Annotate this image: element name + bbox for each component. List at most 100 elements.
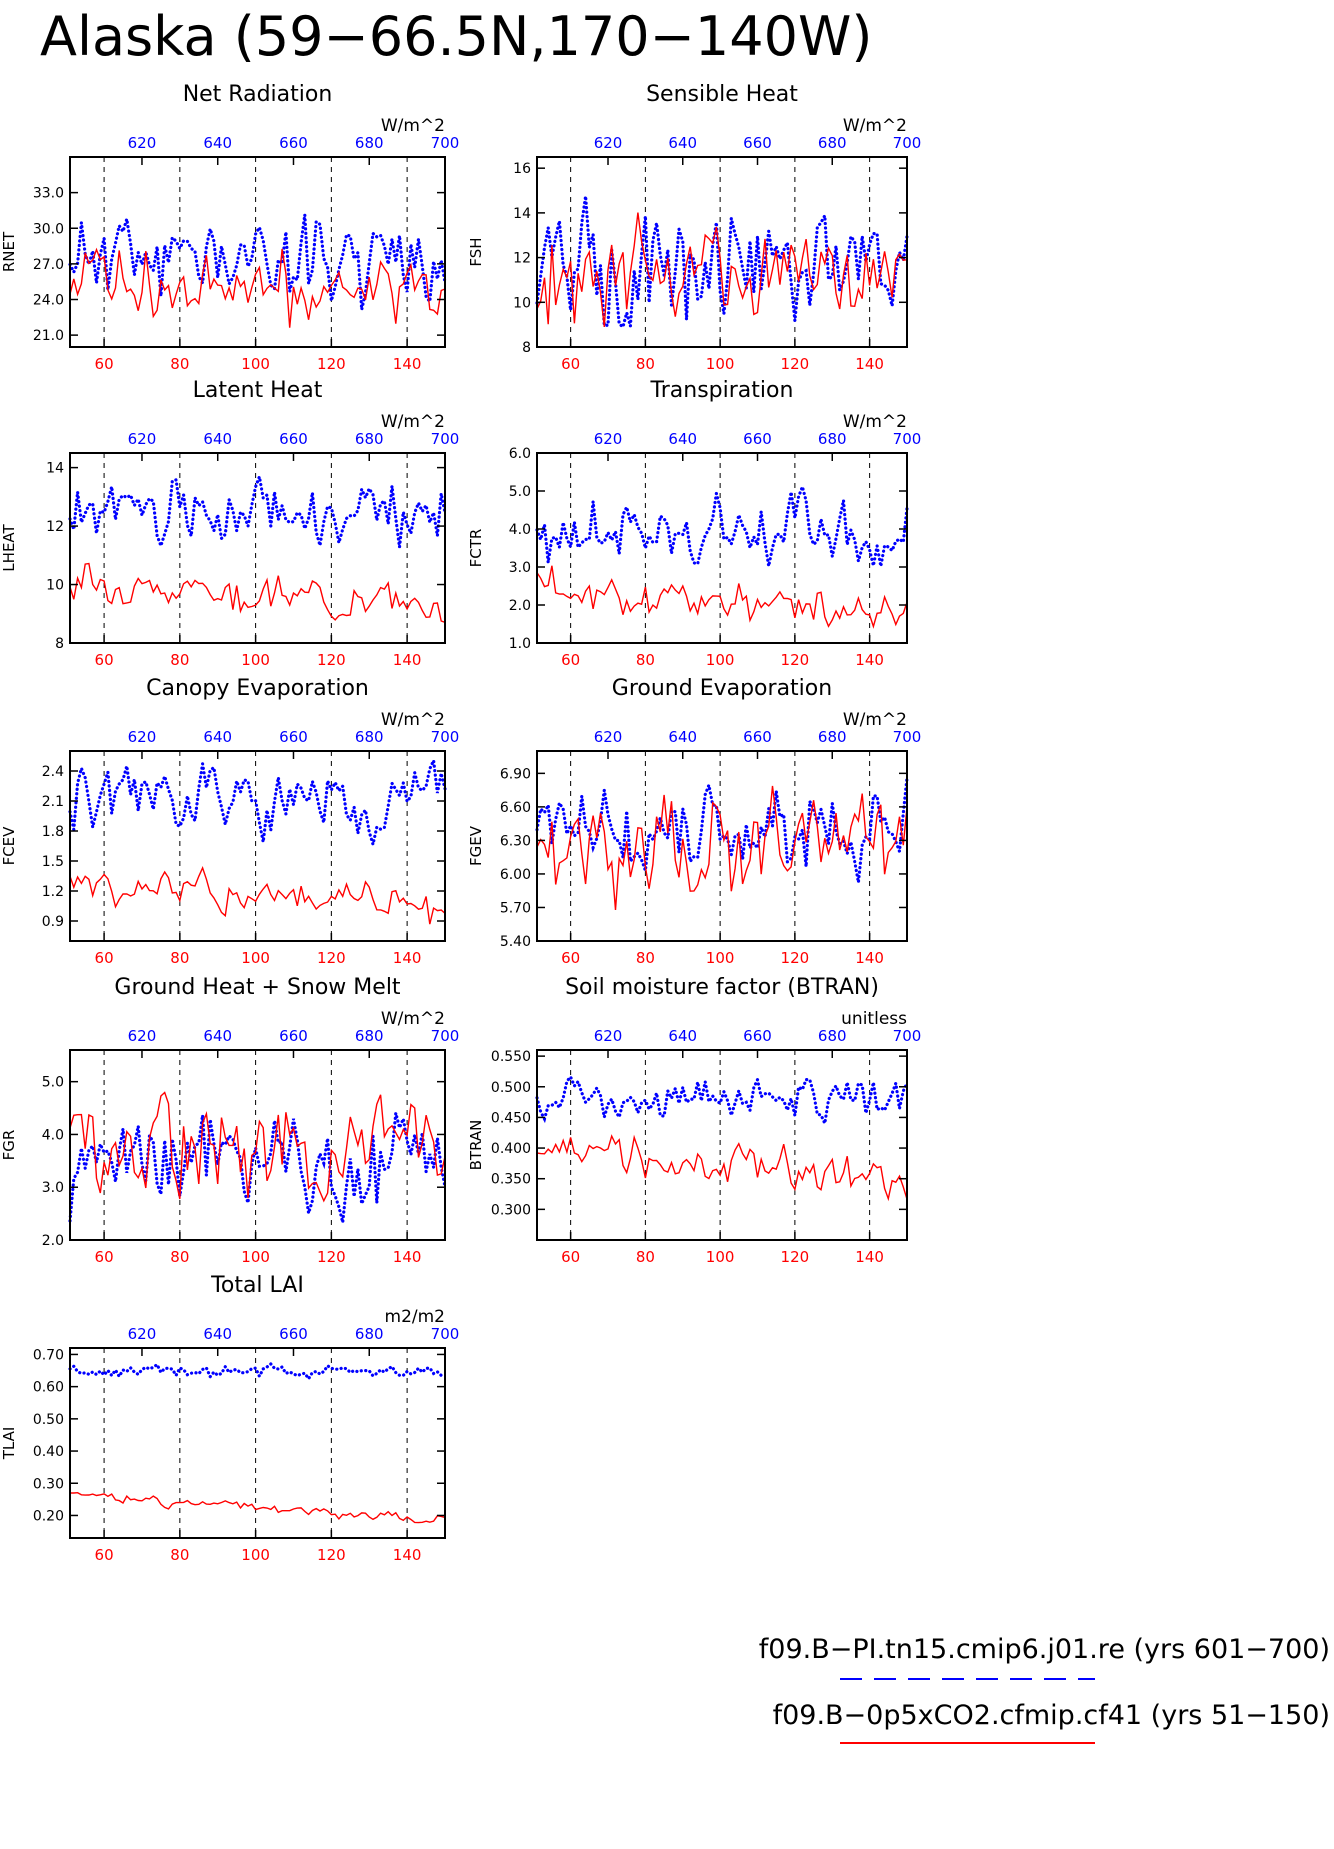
series-line-blue <box>68 754 447 851</box>
chart-title: Canopy Evaporation <box>146 676 369 701</box>
x-top-tick-label: 680 <box>818 1027 847 1045</box>
y-tick-label: 1.0 <box>509 636 531 652</box>
x-tick-label: 80 <box>170 1248 189 1266</box>
y-tick-label: 0.50 <box>33 1412 64 1428</box>
x-top-tick-label: 680 <box>355 430 384 448</box>
x-top-tick-label: 640 <box>203 1325 232 1343</box>
x-tick-label: 100 <box>241 355 270 373</box>
x-tick-label: 80 <box>170 949 189 967</box>
x-top-tick-label: 660 <box>279 134 308 152</box>
series-line-red <box>536 785 908 911</box>
x-tick-label: 100 <box>706 949 735 967</box>
x-top-tick-label: 620 <box>594 430 623 448</box>
series-line-blue <box>68 1112 447 1223</box>
y-tick-label: 0.60 <box>33 1380 64 1396</box>
y-axis-label: FSH <box>467 237 485 266</box>
y-tick-label: 0.300 <box>491 1202 531 1218</box>
x-top-tick-label: 640 <box>203 1027 232 1045</box>
x-top-tick-label: 680 <box>818 728 847 746</box>
chart-panel-6: Ground Heat + Snow Melt W/m^2 FGR 2.0 3.0 4.0… <box>0 975 459 1266</box>
y-tick-label: 0.400 <box>491 1141 531 1157</box>
x-tick-label: 80 <box>170 1546 189 1564</box>
x-top-tick-label: 620 <box>594 1027 623 1045</box>
x-tick-label: 60 <box>561 1248 580 1266</box>
y-tick-label: 6.90 <box>500 766 531 782</box>
x-tick-label: 80 <box>636 949 655 967</box>
y-tick-label: 6.30 <box>500 833 531 849</box>
y-tick-label: 2.1 <box>42 794 64 810</box>
x-top-tick-label: 640 <box>203 134 232 152</box>
x-top-tick-label: 660 <box>279 728 308 746</box>
x-tick-label: 140 <box>393 651 422 669</box>
y-tick-label: 2.0 <box>42 1233 64 1249</box>
y-tick-label: 3.0 <box>42 1180 64 1196</box>
x-top-tick-label: 700 <box>431 1325 460 1343</box>
chart-title: Ground Heat + Snow Melt <box>114 975 401 1000</box>
y-tick-label: 5.0 <box>42 1075 64 1091</box>
x-tick-label: 80 <box>636 355 655 373</box>
chart-title: Net Radiation <box>183 82 333 107</box>
legend-entry-blue-label: f09.B−PI.tn15.cmip6.j01.re (yrs 601−700) <box>759 1634 1330 1665</box>
y-tick-label: 0.500 <box>491 1080 531 1096</box>
series-line-red <box>536 565 908 629</box>
x-tick-label: 60 <box>561 949 580 967</box>
units-label: W/m^2 <box>381 710 445 730</box>
x-top-tick-label: 680 <box>818 134 847 152</box>
x-top-tick-label: 660 <box>743 1027 772 1045</box>
units-label: W/m^2 <box>843 412 907 432</box>
x-top-tick-label: 640 <box>668 134 697 152</box>
chart-panel-8: Total LAI m2/m2 TLAI 0.20 0.30 0.40 0.50 0.60 0.… <box>0 1273 459 1564</box>
plot-frame <box>536 156 908 348</box>
x-tick-label: 100 <box>706 355 735 373</box>
x-top-tick-label: 640 <box>203 430 232 448</box>
y-tick-label: 0.40 <box>33 1444 64 1460</box>
plot-frame <box>536 750 908 942</box>
x-top-tick-label: 620 <box>594 134 623 152</box>
x-top-tick-label: 660 <box>743 430 772 448</box>
x-tick-label: 60 <box>95 1248 114 1266</box>
y-tick-label: 6.60 <box>500 800 531 816</box>
x-tick-label: 60 <box>95 949 114 967</box>
legend: f09.B−PI.tn15.cmip6.j01.re (yrs 601−700)… <box>759 1634 1330 1744</box>
x-top-tick-label: 700 <box>893 1027 922 1045</box>
y-tick-label: 2.4 <box>42 764 64 780</box>
chart-title: Ground Evaporation <box>612 676 832 701</box>
x-tick-label: 120 <box>781 355 810 373</box>
chart-panel-3: Transpiration W/m^2 FCTR 1.0 2.0 3.0 4.0 5.0 6.0… <box>467 378 921 669</box>
x-tick-label: 100 <box>241 1248 270 1266</box>
chart-panel-7: Soil moisture factor (BTRAN) unitless BTRA… <box>467 975 921 1266</box>
x-tick-label: 140 <box>393 355 422 373</box>
y-tick-label: 33.0 <box>33 186 64 202</box>
chart-title: Transpiration <box>650 378 794 403</box>
x-top-tick-label: 620 <box>594 728 623 746</box>
plot-frame <box>69 1347 446 1539</box>
plot-frame <box>69 156 446 348</box>
plot-frame <box>69 1049 446 1241</box>
x-top-tick-label: 700 <box>893 430 922 448</box>
y-tick-label: 0.450 <box>491 1110 531 1126</box>
x-top-tick-label: 640 <box>203 728 232 746</box>
y-axis-label: FGEV <box>467 825 485 866</box>
y-tick-label: 6.0 <box>509 446 531 462</box>
y-tick-label: 12 <box>513 251 531 267</box>
x-top-tick-label: 620 <box>128 430 157 448</box>
chart-title: Latent Heat <box>193 378 323 403</box>
y-axis-label: LHEAT <box>0 523 18 571</box>
y-tick-label: 27.0 <box>33 257 64 273</box>
x-tick-label: 120 <box>317 949 346 967</box>
chart-panels: Net Radiation W/m^2 RNET 21.0 24.0 27.0 30.0 33… <box>0 82 921 1564</box>
y-tick-label: 0.350 <box>491 1172 531 1188</box>
x-tick-label: 60 <box>95 355 114 373</box>
y-tick-label: 5.40 <box>500 934 531 950</box>
x-tick-label: 140 <box>393 949 422 967</box>
x-top-tick-label: 620 <box>128 1027 157 1045</box>
chart-title: Sensible Heat <box>646 82 798 107</box>
chart-panel-2: Latent Heat W/m^2 LHEAT 8 10 12 14 60 80 100 120 14… <box>0 378 459 669</box>
y-tick-label: 1.8 <box>42 824 64 840</box>
x-tick-label: 100 <box>241 1546 270 1564</box>
units-label: W/m^2 <box>381 412 445 432</box>
x-top-tick-label: 660 <box>279 430 308 448</box>
y-axis-label: FGR <box>0 1130 18 1161</box>
units-label: unitless <box>841 1009 907 1029</box>
y-tick-label: 6.00 <box>500 867 531 883</box>
